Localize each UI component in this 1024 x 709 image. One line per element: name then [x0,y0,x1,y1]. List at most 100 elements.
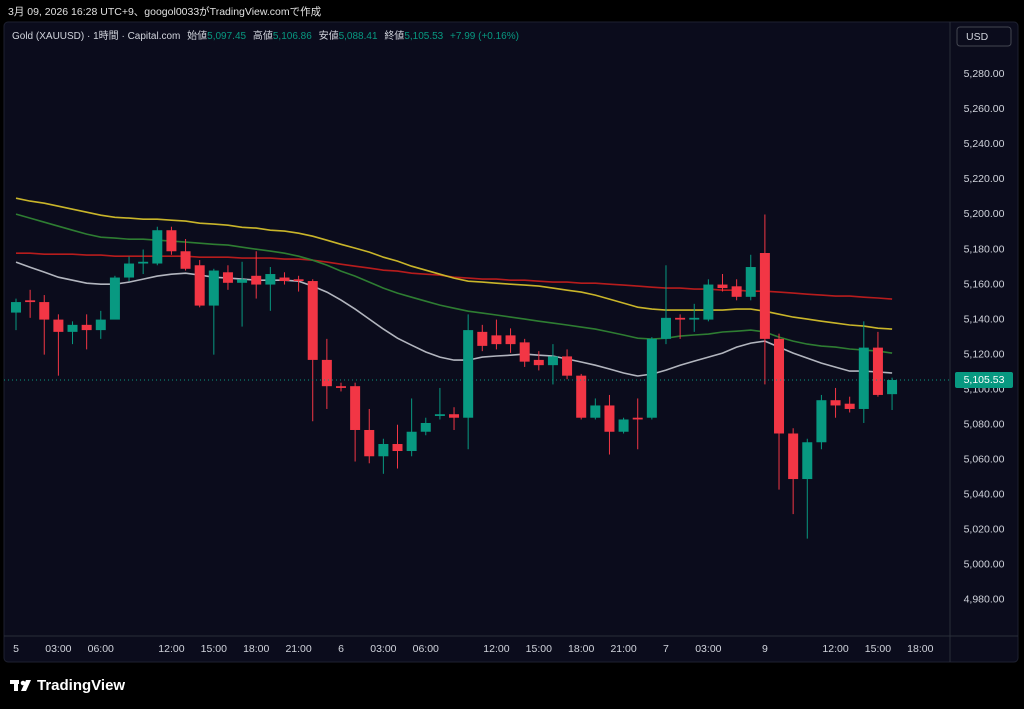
y-tick-label: 4,980.00 [964,594,1005,606]
currency-button[interactable] [956,26,1012,47]
candle-body [208,270,219,306]
caption: 3月 09, 2026 16:28 UTC+9、googol0033がTradi… [8,5,322,18]
candle-body [293,279,304,282]
candle-body [124,263,135,278]
y-tick-label: 5,200.00 [964,208,1005,220]
legend-header: Gold (XAUUSD) · 1時間 · Capital.com 始値5,09… [12,29,519,42]
candle-body [335,386,346,388]
candle-body [703,284,714,320]
candle-body [872,347,883,395]
candle-body [434,414,445,416]
last-price-label: 5,105.53 [964,374,1005,386]
candle-body [463,330,474,418]
x-tick-label: 18:00 [907,643,933,655]
candle-body [788,433,799,480]
candle-body [717,284,728,289]
candle-body [194,265,205,306]
high-value: 5,106.86 [273,31,312,42]
x-tick-label: 12:00 [822,643,848,655]
candle-body [816,400,827,443]
candle-body [675,317,686,320]
x-tick-label: 03:00 [45,643,71,655]
candle-body [81,324,92,331]
candle-body [759,253,770,339]
candle-body [222,272,233,283]
candle-body [364,429,375,457]
logo-shape [14,680,18,691]
candle-body [533,359,544,366]
candle-body [519,342,530,362]
candle-body [802,442,813,480]
x-tick-label: 21:00 [285,643,311,655]
candle-body [547,356,558,366]
open-label: 始値 [187,29,207,42]
y-tick-label: 5,020.00 [964,524,1005,536]
y-tick-label: 5,240.00 [964,138,1005,150]
candle-body [67,324,78,332]
candle-body [350,386,361,430]
candle-body [844,403,855,409]
candle-body [420,422,431,432]
candle-body [731,286,742,297]
x-tick-label: 18:00 [568,643,594,655]
brand-logo [10,680,31,691]
candle-body [887,379,898,395]
candle-body [449,414,460,418]
candle-body [830,400,841,406]
y-tick-label: 5,160.00 [964,278,1005,290]
y-tick-label: 5,060.00 [964,454,1005,466]
y-tick-label: 5,040.00 [964,489,1005,501]
candle-body [632,417,643,420]
candle-body [590,405,601,418]
candle-body [604,405,615,432]
moving-average-line [15,261,893,377]
candle-body [180,251,191,269]
candle-body [774,338,785,434]
x-tick-label: 18:00 [243,643,269,655]
logo-shape [21,680,31,691]
moving-average-line [15,197,893,330]
plot-area [4,197,950,539]
candle-body [265,274,276,285]
currency-label[interactable]: USD [966,31,989,43]
x-tick-label: 7 [663,643,669,655]
x-tick-label: 03:00 [695,643,721,655]
high-label: 高値 [253,29,273,42]
x-tick-label: 6 [338,643,344,655]
close-label: 終値 [384,29,404,42]
candle-body [109,277,120,320]
candle-body [321,359,332,387]
x-tick-label: 12:00 [158,643,184,655]
y-tick-label: 5,080.00 [964,419,1005,431]
candle-body [660,317,671,339]
symbol: Gold (XAUUSD) · 1時間 · Capital.com [12,30,180,42]
x-tick-label: 15:00 [526,643,552,655]
x-tick-label: 06:00 [88,643,114,655]
brand-name: TradingView [37,677,125,694]
y-tick-label: 5,280.00 [964,68,1005,80]
candle-body [95,319,106,331]
candle-body [477,331,488,346]
candle-body [307,281,318,360]
x-tick-label: 15:00 [865,643,891,655]
candle-body [11,302,21,313]
candle-body [138,261,149,264]
low-value: 5,088.41 [339,31,378,42]
candle-body [152,230,163,264]
y-tick-label: 5,000.00 [964,559,1005,571]
candle-body [392,444,403,452]
change: +7.99 (+0.16%) [450,31,519,42]
y-tick-label: 5,120.00 [964,348,1005,360]
y-tick-label: 5,180.00 [964,243,1005,255]
candle-body [39,302,50,320]
x-tick-label: 06:00 [413,643,439,655]
y-tick-label: 5,220.00 [964,173,1005,185]
candle-body [505,335,516,345]
candle-body [491,335,502,345]
candle-body [166,230,177,252]
candle-body [689,317,700,320]
close-value: 5,105.53 [404,31,443,42]
candle-body [378,444,389,457]
candle-body [576,375,587,418]
candle-body [745,267,756,297]
